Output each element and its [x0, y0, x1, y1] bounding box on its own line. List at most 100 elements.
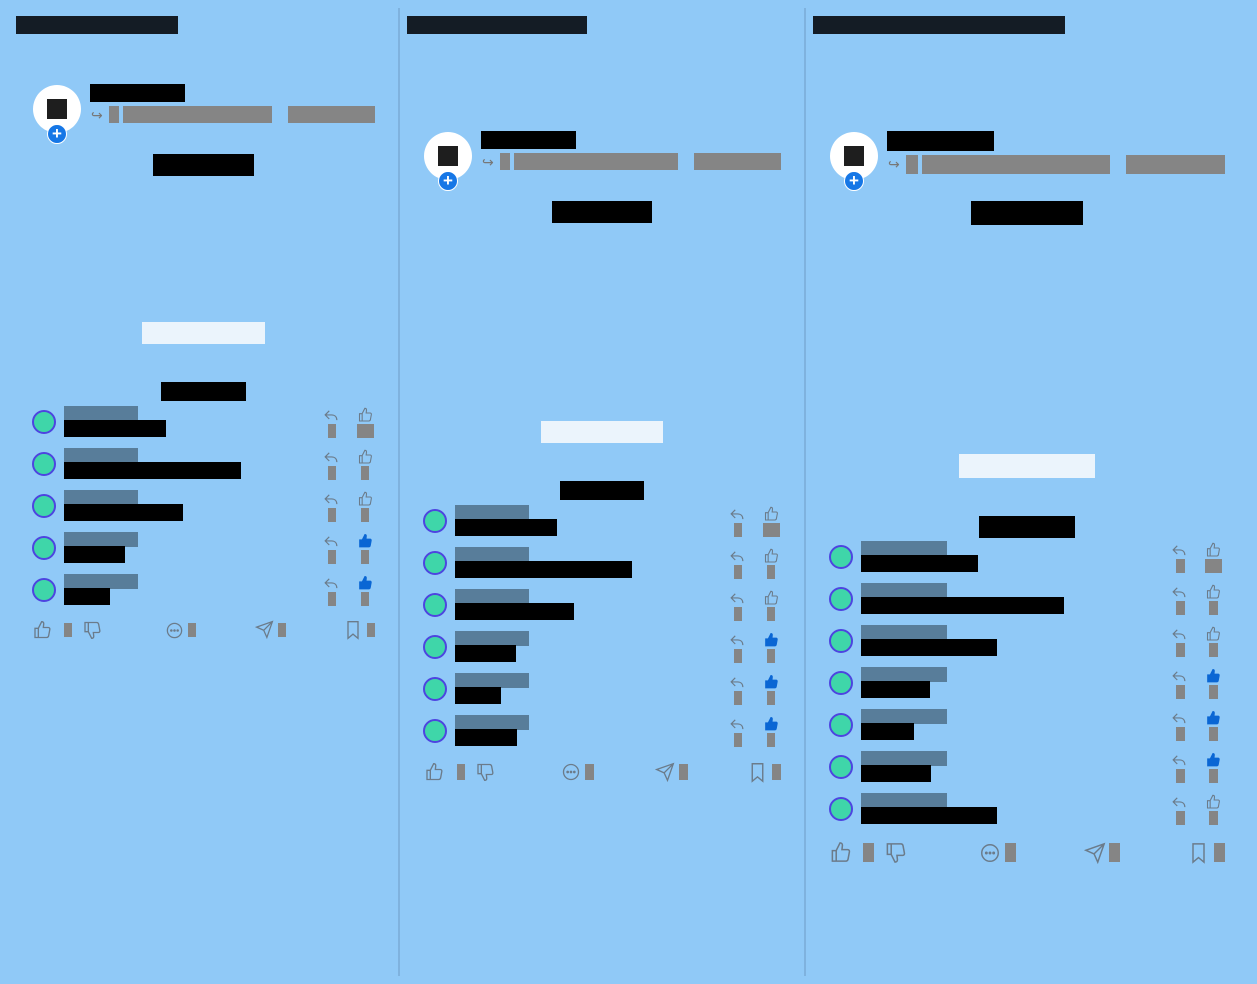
- bookmark-icon[interactable]: [345, 620, 361, 640]
- reply-icon[interactable]: [324, 493, 338, 506]
- author-name[interactable]: [887, 131, 994, 151]
- share-icon[interactable]: [1084, 842, 1106, 864]
- reply-icon[interactable]: [324, 535, 338, 548]
- thumbs-up-outline-icon[interactable]: [357, 449, 374, 465]
- comment-icon[interactable]: [561, 762, 581, 782]
- thumbs-up-filled-icon[interactable]: [357, 575, 374, 591]
- author-name[interactable]: [481, 131, 576, 149]
- commenter-avatar[interactable]: [829, 629, 853, 653]
- author-avatar[interactable]: [830, 132, 878, 180]
- thumbs-up-icon[interactable]: [829, 841, 853, 864]
- reply-icon[interactable]: [324, 577, 338, 590]
- commenter-name[interactable]: [861, 583, 947, 598]
- post-meta-text: [514, 153, 678, 170]
- media-placeholder[interactable]: [142, 322, 265, 344]
- comment-icon[interactable]: [979, 842, 1001, 864]
- media-placeholder[interactable]: [541, 421, 663, 443]
- thumbs-down-icon[interactable]: [82, 620, 103, 640]
- follow-plus-button[interactable]: +: [47, 124, 67, 144]
- commenter-name[interactable]: [861, 541, 947, 556]
- commenter-avatar[interactable]: [423, 509, 447, 533]
- commenter-avatar[interactable]: [32, 578, 56, 602]
- thumbs-up-filled-icon[interactable]: [1205, 668, 1222, 684]
- commenter-name[interactable]: [861, 751, 947, 766]
- thumbs-up-outline-icon[interactable]: [763, 506, 780, 522]
- thumbs-up-outline-icon[interactable]: [1205, 542, 1222, 558]
- reply-icon[interactable]: [730, 676, 744, 689]
- commenter-name[interactable]: [455, 505, 529, 520]
- commenter-avatar[interactable]: [423, 719, 447, 743]
- thumbs-up-outline-icon[interactable]: [763, 548, 780, 564]
- commenter-name[interactable]: [455, 547, 529, 562]
- commenter-avatar[interactable]: [829, 671, 853, 695]
- commenter-name[interactable]: [64, 532, 138, 547]
- thumbs-up-filled-icon[interactable]: [763, 716, 780, 732]
- reply-icon[interactable]: [1172, 544, 1186, 557]
- commenter-name[interactable]: [455, 673, 529, 688]
- commenter-name[interactable]: [861, 793, 947, 808]
- commenter-name[interactable]: [861, 667, 947, 682]
- commenter-avatar[interactable]: [829, 797, 853, 821]
- reply-icon[interactable]: [730, 592, 744, 605]
- follow-plus-button[interactable]: +: [844, 171, 864, 191]
- reply-icon[interactable]: [1172, 796, 1186, 809]
- thumbs-up-outline-icon[interactable]: [1205, 626, 1222, 642]
- bookmark-icon[interactable]: [749, 762, 766, 783]
- commenter-name[interactable]: [455, 715, 529, 730]
- author-name[interactable]: [90, 84, 185, 102]
- commenter-name[interactable]: [64, 490, 138, 505]
- reply-icon[interactable]: [324, 409, 338, 422]
- commenter-avatar[interactable]: [423, 593, 447, 617]
- commenter-avatar[interactable]: [423, 635, 447, 659]
- commenter-avatar[interactable]: [32, 536, 56, 560]
- thumbs-up-filled-icon[interactable]: [763, 674, 780, 690]
- reply-icon[interactable]: [730, 634, 744, 647]
- commenter-name[interactable]: [64, 448, 138, 463]
- commenter-name[interactable]: [861, 625, 947, 640]
- commenter-name[interactable]: [455, 631, 529, 646]
- thumbs-up-filled-icon[interactable]: [763, 632, 780, 648]
- follow-plus-button[interactable]: +: [438, 171, 458, 191]
- commenter-avatar[interactable]: [423, 677, 447, 701]
- share-icon[interactable]: [655, 762, 675, 782]
- reply-icon[interactable]: [1172, 586, 1186, 599]
- thumbs-up-icon[interactable]: [424, 762, 445, 782]
- share-icon[interactable]: [255, 620, 274, 639]
- commenter-avatar[interactable]: [32, 452, 56, 476]
- thumbs-up-outline-icon[interactable]: [357, 407, 374, 423]
- commenter-avatar[interactable]: [829, 587, 853, 611]
- media-placeholder[interactable]: [959, 454, 1095, 478]
- commenter-avatar[interactable]: [829, 545, 853, 569]
- bookmark-icon[interactable]: [1190, 842, 1207, 864]
- reply-icon[interactable]: [730, 508, 744, 521]
- reply-icon[interactable]: [730, 550, 744, 563]
- commenter-avatar[interactable]: [829, 755, 853, 779]
- commenter-name[interactable]: [64, 406, 138, 421]
- comment-icon[interactable]: [165, 621, 184, 640]
- thumbs-up-outline-icon[interactable]: [1205, 794, 1222, 810]
- commenter-name[interactable]: [861, 709, 947, 724]
- commenter-avatar[interactable]: [32, 494, 56, 518]
- reply-icon[interactable]: [324, 451, 338, 464]
- thumbs-down-icon[interactable]: [884, 841, 908, 864]
- thumbs-up-filled-icon[interactable]: [1205, 752, 1222, 768]
- thumbs-up-icon[interactable]: [32, 620, 53, 640]
- thumbs-up-filled-icon[interactable]: [1205, 710, 1222, 726]
- reply-icon[interactable]: [1172, 754, 1186, 767]
- thumbs-up-filled-icon[interactable]: [357, 533, 374, 549]
- thumbs-up-outline-icon[interactable]: [763, 590, 780, 606]
- comment-text: [455, 645, 516, 662]
- commenter-name[interactable]: [455, 589, 529, 604]
- thumbs-up-outline-icon[interactable]: [357, 491, 374, 507]
- thumbs-down-icon[interactable]: [475, 762, 496, 782]
- commenter-name[interactable]: [64, 574, 138, 589]
- post-meta-count: [906, 155, 918, 174]
- reply-icon[interactable]: [730, 718, 744, 731]
- thumbs-up-outline-icon[interactable]: [1205, 584, 1222, 600]
- reply-icon[interactable]: [1172, 670, 1186, 683]
- commenter-avatar[interactable]: [423, 551, 447, 575]
- reply-icon[interactable]: [1172, 628, 1186, 641]
- commenter-avatar[interactable]: [32, 410, 56, 434]
- commenter-avatar[interactable]: [829, 713, 853, 737]
- reply-icon[interactable]: [1172, 712, 1186, 725]
